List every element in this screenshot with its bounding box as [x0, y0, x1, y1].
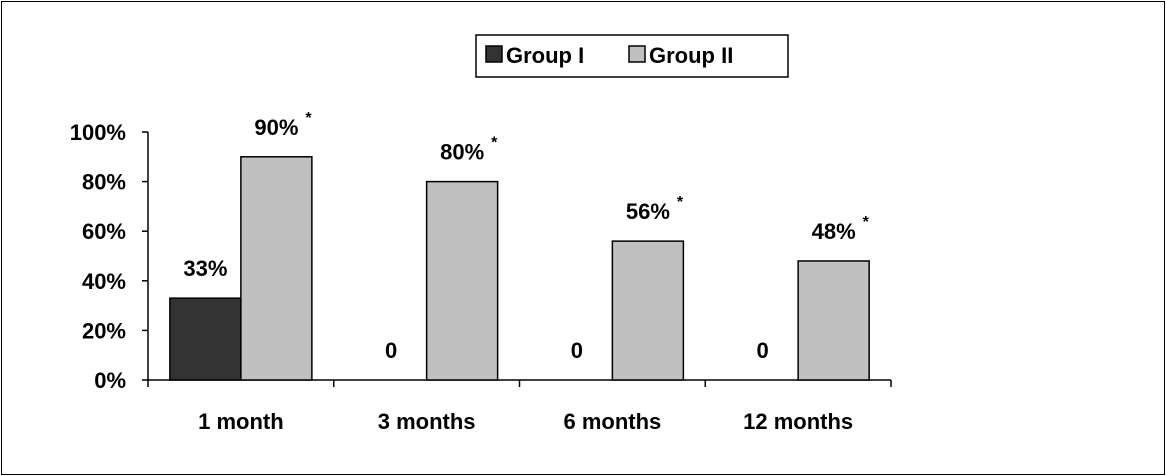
x-category-label: 6 months — [563, 409, 661, 434]
legend-label: Group I — [506, 43, 584, 68]
significance-star: * — [491, 135, 498, 152]
bar-group-ii — [611, 240, 685, 381]
x-category-label: 1 month — [198, 409, 284, 434]
data-label: 90% — [254, 115, 298, 140]
legend-label: Group II — [649, 43, 733, 68]
bar-group-ii — [797, 260, 870, 381]
bar-group-ii — [240, 156, 313, 381]
y-tick-label: 80% — [82, 170, 126, 195]
data-label: 80% — [440, 140, 484, 165]
data-label: 48% — [812, 219, 856, 244]
significance-star: * — [677, 194, 684, 211]
data-label: 56% — [626, 199, 670, 224]
significance-star: * — [305, 110, 312, 127]
legend-swatch — [485, 45, 503, 63]
y-tick-label: 0% — [94, 368, 126, 393]
significance-star: * — [863, 214, 870, 231]
legend-swatch — [628, 45, 646, 63]
data-label: 0 — [385, 338, 397, 363]
x-category-label: 12 months — [743, 409, 853, 434]
data-label: 33% — [183, 256, 227, 281]
y-tick-label: 20% — [82, 318, 126, 343]
data-label: 0 — [571, 338, 583, 363]
y-tick-label: 100% — [70, 120, 126, 145]
bar-group-ii — [425, 180, 499, 381]
y-tick-label: 40% — [82, 269, 126, 294]
y-tick-label: 60% — [82, 219, 126, 244]
bar-group-i — [169, 297, 242, 381]
data-label: 0 — [757, 338, 769, 363]
x-category-label: 3 months — [378, 409, 476, 434]
